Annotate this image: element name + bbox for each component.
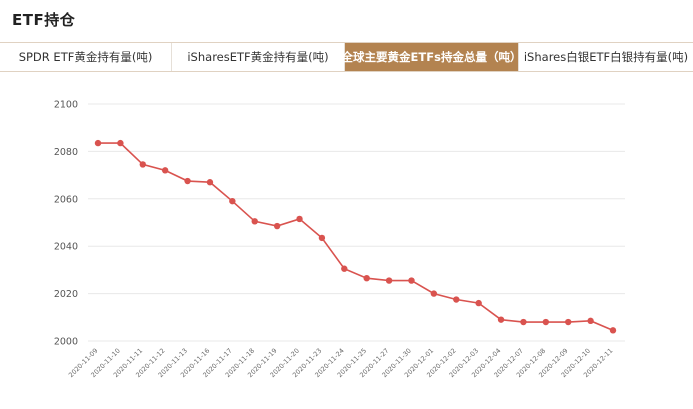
y-tick-label: 2020 [54,289,78,300]
tab-spdr-gold-holdings[interactable]: SPDR ETF黄金持有量(吨) [0,43,172,71]
data-point[interactable] [94,139,102,147]
data-point[interactable] [273,222,281,230]
data-point[interactable] [587,317,594,325]
tab-ishares-gold-holdings[interactable]: iSharesETF黄金持有量(吨) [172,43,345,71]
holdings-line-chart: 2000 2020 2040 2060 2080 2100 2020-11-09 2020-… [0,80,693,409]
y-tick-label: 2080 [54,147,78,158]
tab-ishares-silver-holdings[interactable]: iShares白银ETF白银持有量(吨) [519,43,693,71]
data-point[interactable] [408,277,415,284]
data-point[interactable] [520,318,527,326]
series-line-path [98,142,614,332]
data-point[interactable] [497,316,505,323]
data-point[interactable] [139,161,146,168]
data-point[interactable] [475,299,482,307]
series-line [98,142,614,332]
x-axis-ticks: 2020-11-092020-11-102020-11-112020-11-12… [67,347,614,379]
y-axis-ticks: 2000 2020 2040 2060 2080 2100 [54,100,78,348]
chart-canvas: 2000 2020 2040 2060 2080 2100 2020-11-092020-… [54,100,625,379]
data-point[interactable] [184,177,191,185]
data-point[interactable] [385,277,393,284]
data-point[interactable] [296,215,303,223]
data-point[interactable] [565,318,572,326]
data-point[interactable] [251,218,258,225]
data-point[interactable] [229,197,236,205]
data-point[interactable] [318,234,326,242]
data-point[interactable] [206,179,214,186]
tab-global-gold-etf-total[interactable]: 全球主要黄金ETFs持金总量（吨） [342,43,521,71]
data-point[interactable] [363,274,370,282]
data-point[interactable] [341,265,348,272]
data-point[interactable] [117,139,124,147]
page-title: ETF持仓 [12,11,76,29]
grid-lines [88,103,625,342]
data-point[interactable] [161,167,169,174]
tab-bar: SPDR ETF黄金持有量(吨) iSharesETF黄金持有量(吨) 全球主要… [0,42,693,72]
data-point[interactable] [542,318,550,326]
data-point[interactable] [609,327,617,334]
data-point[interactable] [430,290,438,297]
y-tick-label: 2040 [54,242,78,253]
y-tick-label: 2000 [54,337,78,348]
y-tick-label: 2100 [54,100,78,111]
y-tick-label: 2060 [54,194,78,205]
series-points [94,139,617,334]
data-point[interactable] [453,296,460,303]
